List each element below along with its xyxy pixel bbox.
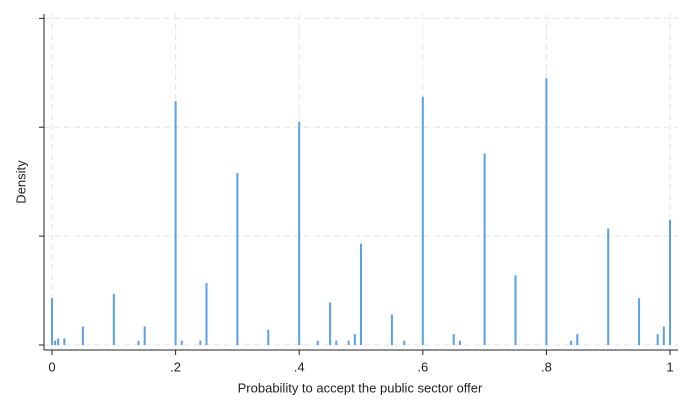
bar [545,78,548,345]
x-tick-label: .4 [294,359,305,374]
bar [570,340,573,345]
bar [199,340,202,345]
bar [403,340,406,345]
bar [81,326,84,345]
bar [137,340,140,345]
x-tick-label: 0 [48,359,55,374]
bar [329,302,332,345]
bar [236,172,239,345]
bar [360,243,362,345]
x-axis-label: Probability to accept the public sector … [238,380,483,395]
y-axis-label: Density [13,160,28,204]
bar [112,293,115,345]
bar [458,340,461,345]
bar [143,326,146,345]
x-tick-label: .6 [417,359,428,374]
bar [316,340,319,345]
bar [54,340,57,345]
bar [638,298,641,345]
bar [483,153,486,345]
bar [576,334,579,345]
bar [514,275,517,345]
bar [63,338,66,345]
bar [174,101,177,346]
x-tick-label: .8 [541,359,552,374]
bar [452,334,455,345]
bar [298,121,301,346]
bar [662,326,665,345]
bar [353,334,356,345]
bar [51,298,53,345]
bar [421,96,424,345]
bar [267,329,270,345]
bar [57,338,60,345]
x-tick-label: .2 [170,359,181,374]
bar [669,219,671,345]
bar [607,228,610,345]
x-tick-label: 1 [666,359,673,374]
bar [205,282,208,345]
bar [180,340,183,345]
bar [390,314,393,345]
bar [656,334,659,345]
bar [335,340,338,345]
bar [347,340,350,345]
